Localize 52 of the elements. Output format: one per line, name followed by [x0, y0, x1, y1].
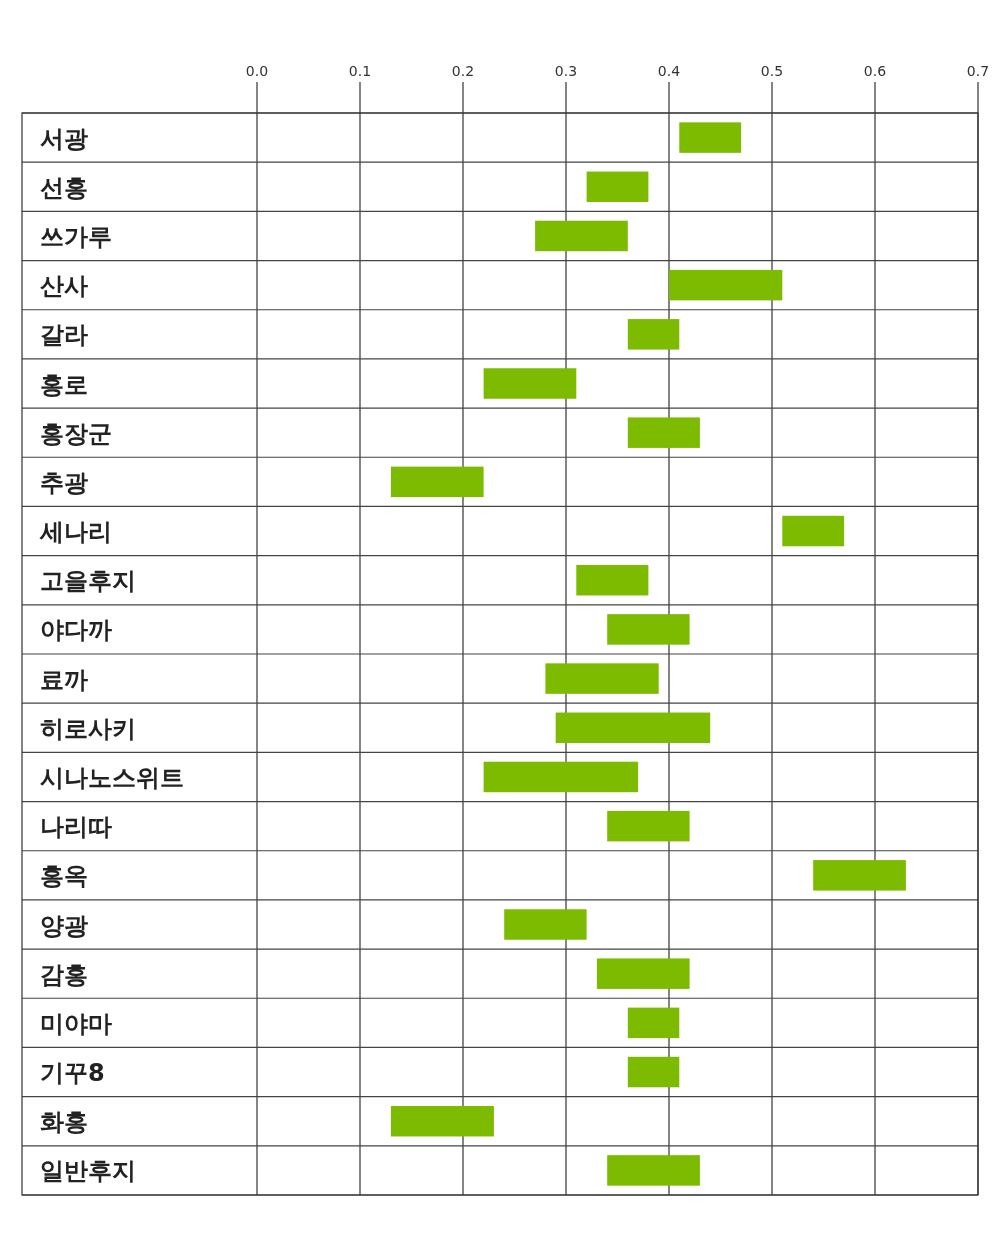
y-tick-label: 시나노스위트	[40, 763, 184, 792]
bar	[627, 417, 700, 448]
x-tick-label: 0.4	[657, 63, 681, 79]
x-tick-label: 0.5	[760, 63, 784, 79]
y-tick-label: 산사	[40, 272, 88, 301]
y-tick-label: 일반후지	[40, 1157, 136, 1186]
bar	[535, 220, 628, 252]
y-tick-label: 추광	[40, 468, 88, 497]
bar	[679, 122, 742, 153]
bar	[627, 1056, 680, 1088]
y-tick-label: 홍장군	[40, 419, 112, 448]
bar	[576, 564, 649, 596]
x-tick-label: 0.0	[245, 63, 269, 79]
bar	[782, 515, 845, 547]
y-tick-label: 세나리	[39, 518, 112, 547]
y-tick-label: 양광	[40, 911, 88, 940]
x-tick-label: 0.6	[863, 63, 887, 79]
bar	[813, 860, 906, 891]
bar	[555, 712, 711, 744]
bar	[586, 171, 649, 203]
y-tick-label: 고을후지	[40, 567, 136, 596]
bar	[627, 1007, 680, 1039]
bar	[504, 909, 587, 940]
y-tick-label: 료까	[40, 665, 88, 694]
bar	[669, 269, 783, 301]
y-tick-label: 쓰가루	[40, 222, 112, 251]
bar	[596, 958, 690, 989]
y-tick-label: 야다까	[40, 616, 112, 645]
bar	[607, 1155, 700, 1186]
x-tick-label: 0.7	[966, 63, 990, 79]
y-tick-label: 홍옥	[40, 862, 88, 891]
y-tick-label: 감홍	[40, 960, 88, 989]
y-tick-label: 화홍	[40, 1108, 88, 1137]
y-tick-label: 서광	[40, 124, 88, 153]
y-tick-label: 나리따	[40, 813, 112, 842]
bar	[483, 368, 577, 399]
y-tick-label: 히로사키	[40, 714, 136, 743]
bar	[390, 466, 484, 498]
y-tick-label: 선홍	[40, 173, 88, 202]
x-tick-label: 0.1	[348, 63, 372, 79]
y-tick-label: 홍로	[40, 370, 88, 399]
bar	[390, 1105, 494, 1137]
x-tick-label: 0.3	[554, 63, 578, 79]
bar	[483, 761, 639, 793]
bar	[545, 663, 659, 694]
y-tick-label: 갈라	[40, 321, 88, 350]
bar	[607, 614, 690, 645]
bar	[627, 319, 680, 350]
y-tick-label: 미야마	[40, 1009, 112, 1038]
y-tick-label: 기꾸8	[40, 1059, 105, 1088]
x-tick-label: 0.2	[451, 63, 475, 79]
bar	[607, 810, 690, 842]
